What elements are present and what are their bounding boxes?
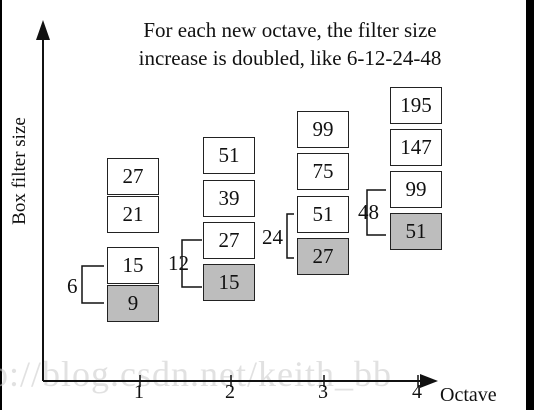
y-axis-arrow [36,20,50,40]
caption-line-1: For each new octave, the filter size [143,18,437,42]
step-bracket-3 [286,213,294,259]
filter-box-195: 195 [390,87,442,124]
filter-box-39: 39 [203,180,255,217]
filter-box-9-shaded: 9 [107,285,159,322]
filter-box-51: 51 [203,137,255,174]
filter-box-27: 27 [107,158,159,195]
caption-line-2: increase is doubled, like 6-12-24-48 [138,46,442,70]
x-tick-label-3: 3 [318,381,328,403]
x-tick-label-1: 1 [134,381,144,403]
step-label-24: 24 [262,225,283,249]
filter-box-51: 51 [297,196,349,233]
filter-box-99: 99 [390,171,442,208]
step-bracket-4 [366,189,386,236]
filter-box-147: 147 [390,129,442,166]
filter-box-99: 99 [297,111,349,148]
filter-box-15: 15 [107,247,159,284]
filter-box-27-shaded: 27 [297,238,349,275]
step-label-12: 12 [168,251,189,275]
x-tick-label-2: 2 [225,381,235,403]
filter-box-21: 21 [107,196,159,233]
x-axis-label: Octave [440,384,497,406]
step-label-48: 48 [358,200,379,224]
step-label-6: 6 [67,274,78,298]
filter-box-15-shaded: 15 [203,264,255,301]
filter-box-27: 27 [203,222,255,259]
step-bracket-1 [81,265,104,304]
watermark-text: p://blog.csdn.net/keith_bb [0,354,392,394]
filter-box-51-shaded: 51 [390,213,442,250]
x-axis-arrow [420,374,438,388]
step-bracket-2 [181,239,202,288]
x-tick-label-4: 4 [412,381,422,403]
filter-box-75: 75 [297,153,349,190]
